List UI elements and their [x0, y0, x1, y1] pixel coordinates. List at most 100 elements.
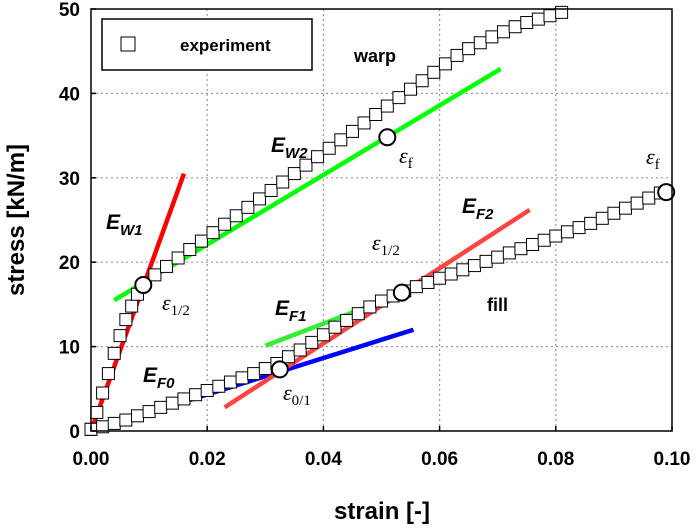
- experiment-point: [235, 371, 249, 385]
- experiment-point: [456, 263, 470, 277]
- experiment-point: [229, 209, 243, 223]
- label-eps-f-warp: εf: [399, 143, 413, 172]
- experiment-point: [526, 237, 540, 251]
- legend-box: [101, 18, 313, 71]
- x-tick-label: 0.06: [421, 449, 458, 470]
- characteristic-point: [378, 128, 397, 147]
- experiment-point: [363, 300, 377, 314]
- label-eps-0-1: ε0/1: [283, 380, 311, 409]
- experiment-point: [113, 329, 127, 343]
- experiment-point: [299, 158, 313, 172]
- x-tick-label: 0.00: [73, 449, 110, 470]
- experiment-point: [287, 167, 301, 181]
- experiment-point: [467, 259, 481, 273]
- label-eps-1-2-warp: ε1/2: [162, 290, 190, 319]
- label-e-f0: EF0: [143, 364, 175, 392]
- experiment-point: [252, 192, 266, 206]
- experiment-point: [584, 216, 598, 230]
- label-eps-1-2-fill: ε1/2: [372, 230, 400, 259]
- experiment-point: [531, 12, 545, 26]
- legend: experiment: [101, 18, 313, 71]
- experiment-point: [177, 392, 191, 406]
- experiment-point: [241, 200, 255, 214]
- experiment-point: [212, 379, 226, 393]
- x-axis-title: strain [-]: [334, 498, 430, 525]
- experiment-point: [142, 405, 156, 419]
- experiment-point: [107, 346, 121, 360]
- experiment-point: [206, 226, 220, 240]
- experiment-point: [90, 405, 104, 419]
- experiment-point: [148, 268, 162, 282]
- experiment-point: [293, 343, 307, 357]
- experiment-point: [183, 243, 197, 257]
- experiment-point: [607, 206, 621, 220]
- y-tick-label: 30: [59, 169, 80, 190]
- experiment-point: [357, 116, 371, 130]
- experiment-point: [409, 280, 423, 294]
- experiment-point: [497, 25, 511, 39]
- label-e-w1: EW1: [106, 211, 143, 239]
- experiment-point: [642, 191, 656, 205]
- x-tick-label: 0.02: [189, 449, 226, 470]
- experiment-point: [427, 65, 441, 79]
- region-label-warp: warp: [353, 46, 396, 66]
- plot-area-frame: [90, 8, 673, 432]
- experiment-point: [444, 267, 458, 281]
- y-tick-label: 0: [69, 422, 80, 443]
- axis-ticks: 0.00 0.02 0.04 0.06 0.08 0.10 0 10 20 30 40 50: [59, 0, 691, 470]
- experiment-point: [119, 413, 133, 427]
- experiment-point: [334, 133, 348, 147]
- experiment-point: [154, 400, 168, 414]
- experiment-point: [305, 335, 319, 349]
- experiment-point: [560, 225, 574, 239]
- experiment-point: [543, 9, 557, 23]
- experiment-point: [119, 313, 133, 327]
- experiment-point: [130, 409, 144, 423]
- experiment-point: [311, 150, 325, 164]
- experiment-point: [345, 124, 359, 138]
- legend-square-icon: [120, 36, 136, 52]
- experiment-markers: [84, 5, 667, 436]
- legend-label-experiment: experiment: [180, 36, 271, 55]
- label-eps-f-fill: εf: [646, 144, 660, 173]
- experiment-point: [200, 383, 214, 397]
- characteristic-points: [134, 128, 676, 379]
- experiment-point: [421, 275, 435, 289]
- experiment-point: [258, 362, 272, 376]
- experiment-point: [189, 388, 203, 402]
- experiment-point: [392, 91, 406, 105]
- experiment-point: [218, 217, 232, 231]
- x-tick-label: 0.04: [305, 449, 342, 470]
- experiment-point: [485, 30, 499, 44]
- characteristic-point: [270, 360, 289, 379]
- experiment-point: [537, 233, 551, 247]
- experiment-point: [595, 211, 609, 225]
- experiment-point: [450, 48, 464, 62]
- experiment-point: [508, 20, 522, 34]
- characteristic-point: [134, 275, 153, 294]
- experiment-point: [549, 229, 563, 243]
- experiment-point: [194, 234, 208, 248]
- experiment-point: [520, 16, 534, 30]
- label-e-f1: EF1: [275, 297, 307, 325]
- experiment-point: [572, 221, 586, 235]
- experiment-point: [380, 99, 394, 113]
- experiment-point: [171, 251, 185, 265]
- experiment-point: [433, 271, 447, 285]
- experiment-point: [107, 416, 121, 430]
- experiment-point: [276, 175, 290, 189]
- experiment-point: [630, 196, 644, 210]
- experiment-point: [328, 320, 342, 334]
- experiment-point: [160, 259, 174, 273]
- experiment-point: [282, 350, 296, 364]
- experiment-point: [340, 313, 354, 327]
- y-tick-label: 10: [59, 338, 80, 359]
- characteristic-point: [657, 183, 676, 202]
- label-e-w2: EW2: [271, 134, 308, 162]
- experiment-point: [415, 74, 429, 88]
- experiment-point: [96, 386, 110, 400]
- label-e-f2: EF2: [462, 195, 494, 223]
- experiment-point: [247, 367, 261, 381]
- y-tick-label: 20: [59, 253, 80, 274]
